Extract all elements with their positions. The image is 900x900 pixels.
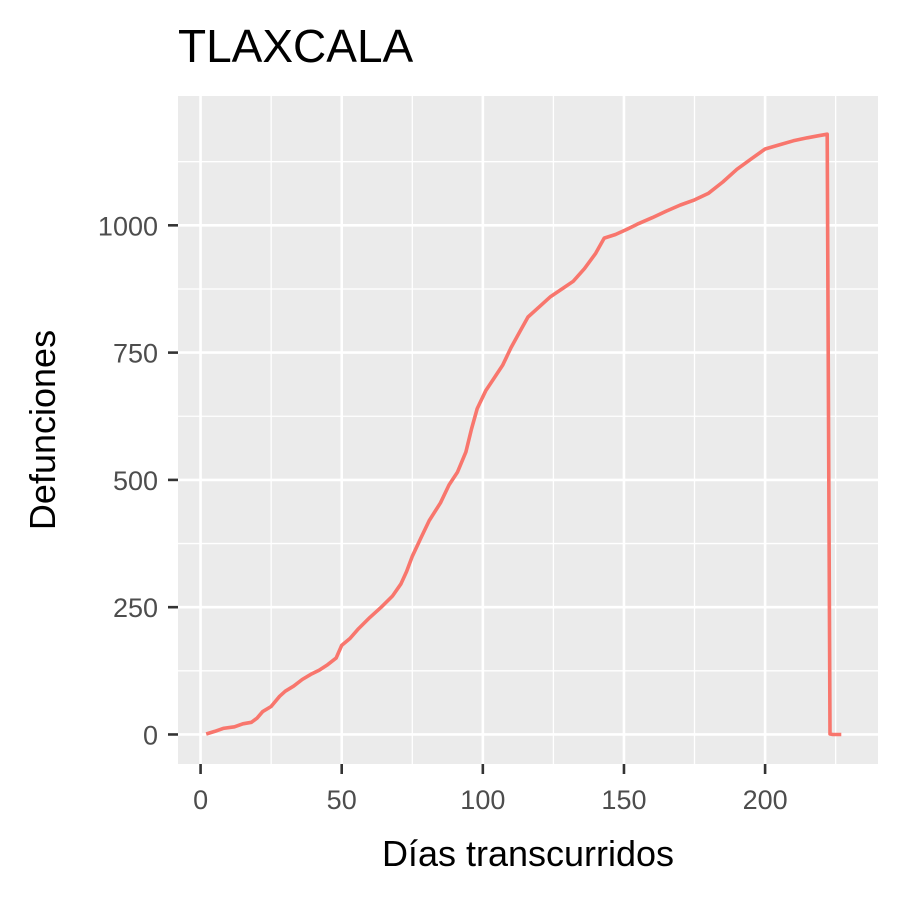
x-tick-label: 100 (460, 785, 505, 815)
x-tick-label: 50 (327, 785, 357, 815)
y-axis: 0 250 500 750 1000 (98, 211, 178, 750)
y-tick-label: 1000 (98, 211, 158, 241)
y-tick-label: 0 (143, 720, 158, 750)
x-axis-title: Días transcurridos (382, 833, 674, 874)
y-tick-label: 500 (113, 466, 158, 496)
plot-panel (178, 96, 878, 764)
major-gridlines (178, 96, 878, 764)
series-line (205, 132, 842, 737)
x-tick-label: 150 (601, 785, 646, 815)
x-axis: 0 50 100 150 200 (193, 764, 788, 815)
x-tick-label: 200 (743, 785, 788, 815)
chart-title: TLAXCALA (178, 20, 414, 72)
y-axis-title: Defunciones (22, 330, 63, 530)
series-layer (205, 132, 842, 737)
y-tick-label: 250 (113, 593, 158, 623)
x-tick-label: 0 (193, 785, 208, 815)
y-tick-label: 750 (113, 339, 158, 369)
minor-gridlines (178, 96, 878, 764)
